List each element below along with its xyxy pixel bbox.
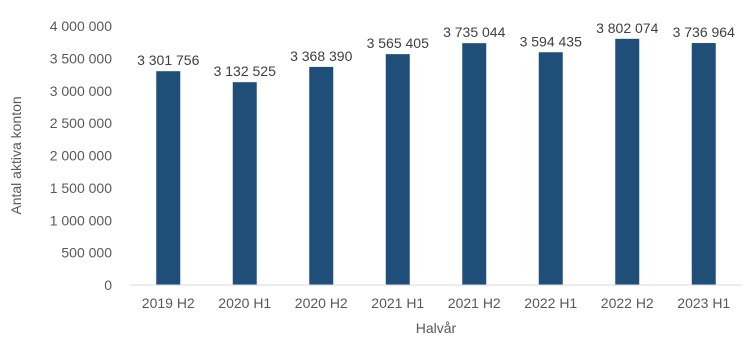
data-label: 3 132 525 [214, 63, 276, 79]
bar [462, 43, 487, 286]
x-tick-label: 2022 H2 [601, 295, 654, 311]
data-label: 3 736 964 [673, 24, 735, 40]
bar [615, 38, 640, 286]
data-label: 3 565 405 [367, 35, 429, 51]
data-label: 3 594 435 [520, 33, 582, 49]
x-tick-label: 2021 H2 [448, 295, 501, 311]
x-axis-ticks: 2019 H2 2020 H1 2020 H2 2021 H1 2021 H2 2022 … [142, 295, 731, 311]
bar [309, 66, 334, 285]
bar [385, 54, 410, 285]
bars [156, 38, 716, 286]
bar [538, 52, 563, 286]
y-tick-label: 4 000 000 [50, 18, 112, 34]
x-tick-label: 2021 H1 [371, 295, 424, 311]
data-label: 3 802 074 [596, 20, 658, 36]
x-tick-label: 2023 H1 [677, 295, 730, 311]
data-label: 3 301 756 [137, 52, 199, 68]
data-label: 3 368 390 [290, 48, 352, 64]
y-tick-label: 0 [104, 277, 112, 293]
y-tick-label: 500 000 [61, 245, 112, 261]
data-label: 3 735 044 [443, 24, 505, 40]
y-tick-label: 1 500 000 [50, 180, 112, 196]
bar [691, 43, 716, 285]
x-tick-label: 2020 H2 [295, 295, 348, 311]
y-tick-label: 1 000 000 [50, 212, 112, 228]
x-tick-label: 2020 H1 [218, 295, 271, 311]
data-labels: 3 301 756 3 132 525 3 368 390 3 565 405 3 73… [137, 20, 735, 79]
bar [156, 71, 181, 285]
y-tick-label: 2 000 000 [50, 148, 112, 164]
y-axis-ticks: 0 500 000 1 000 000 1 500 000 2 000 000 2 500… [50, 18, 113, 293]
y-axis-title: Antal aktiva konton [8, 96, 24, 214]
y-tick-label: 2 500 000 [50, 115, 112, 131]
x-tick-label: 2022 H1 [524, 295, 577, 311]
x-tick-label: 2019 H2 [142, 295, 195, 311]
y-tick-label: 3 500 000 [50, 50, 112, 66]
y-tick-label: 3 000 000 [50, 83, 112, 99]
x-axis-title: Halvår [416, 320, 457, 336]
bar [232, 82, 257, 285]
